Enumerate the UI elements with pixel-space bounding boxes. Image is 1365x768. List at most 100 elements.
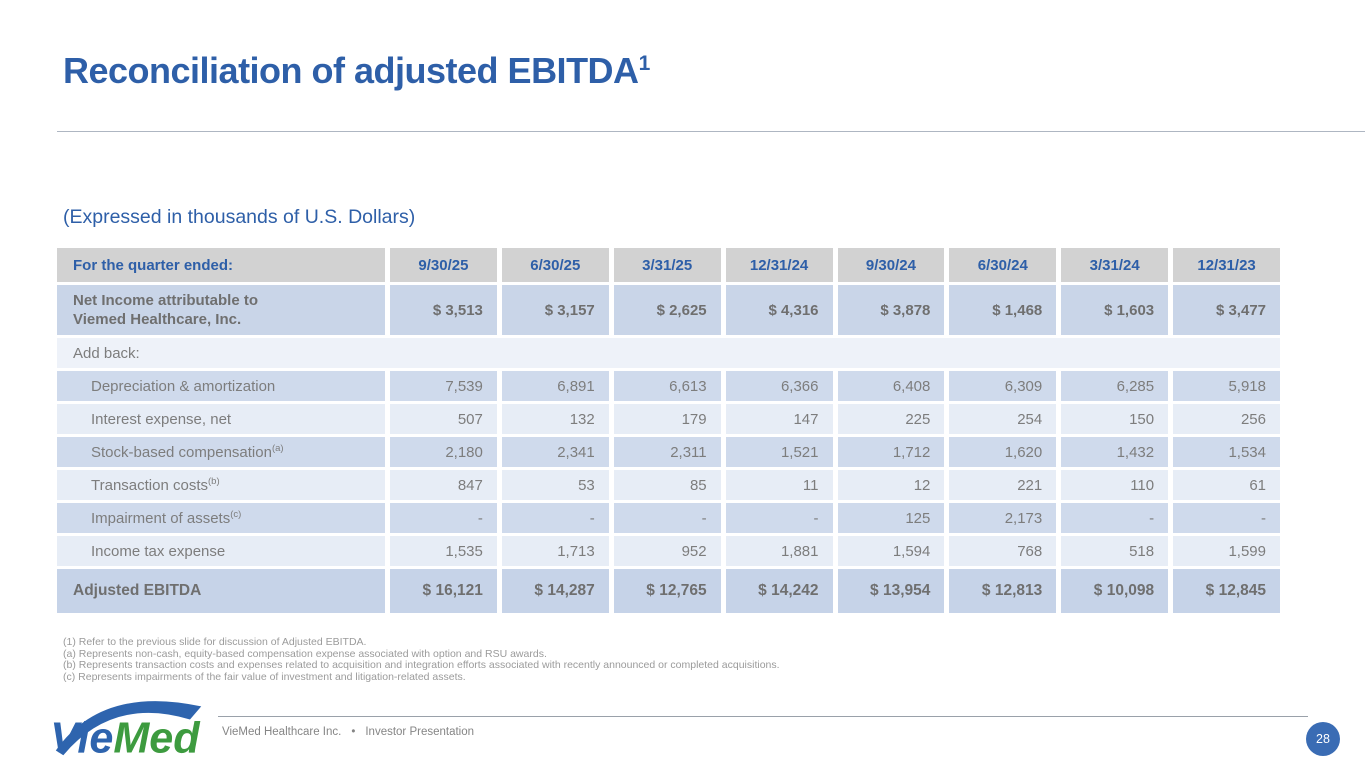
table-cell: 85 (613, 470, 721, 500)
table-cell: 1,713 (501, 536, 609, 566)
logo-swoosh (55, 701, 202, 756)
table-cell: 132 (501, 404, 609, 434)
table-cell: 6,285 (1061, 371, 1169, 401)
table-cell: 768 (949, 536, 1057, 566)
footnotes: (1) Refer to the previous slide for disc… (63, 636, 780, 683)
table-cell: 11 (725, 470, 833, 500)
transaction-costs-label: Transaction costs (91, 476, 208, 494)
transaction-costs-footnote-ref: (b) (208, 476, 220, 487)
table-cell: 847 (390, 470, 497, 500)
table-header-quarter: 6/30/25 (501, 248, 609, 282)
table-cell: $ 3,477 (1173, 285, 1280, 335)
table-cell: 1,521 (725, 437, 833, 467)
table-cell: - (725, 503, 833, 533)
table-cell: - (613, 503, 721, 533)
table-cell: $ 14,242 (725, 569, 833, 613)
table-header-label: For the quarter ended: (57, 248, 385, 282)
row-label-impairment: Impairment of assets (c) (57, 503, 385, 533)
footnote-line: (a) Represents non-cash, equity-based co… (63, 647, 547, 660)
table-header-quarter: 6/30/24 (949, 248, 1057, 282)
table-header-quarter: 12/31/23 (1173, 248, 1280, 282)
table-header-quarter: 12/31/24 (725, 248, 833, 282)
table-cell: 6,408 (837, 371, 945, 401)
footer-bullet: • (351, 726, 356, 738)
table-cell: 507 (390, 404, 497, 434)
footer-divider (218, 716, 1308, 717)
table-cell: $ 13,954 (837, 569, 945, 613)
table-cell: 7,539 (390, 371, 497, 401)
table-cell: 518 (1061, 536, 1169, 566)
page-number: 28 (1316, 732, 1330, 746)
footnote-line: (b) Represents transaction costs and exp… (63, 659, 780, 671)
table-cell: $ 1,468 (949, 285, 1057, 335)
table-cell: 5,918 (1173, 371, 1280, 401)
table-cell: 53 (501, 470, 609, 500)
table-cell: $ 12,813 (949, 569, 1057, 613)
table-header-quarter: 9/30/24 (837, 248, 945, 282)
table-cell: - (1061, 503, 1169, 533)
table-cell: 1,881 (725, 536, 833, 566)
table-cell: 1,534 (1173, 437, 1280, 467)
table-cell: 2,311 (613, 437, 721, 467)
footer-text: VieMed Healthcare Inc. • Investor Presenta… (222, 726, 474, 738)
ebitda-reconciliation-table: For the quarter ended: 9/30/25 6/30/25 3… (57, 248, 1280, 613)
table-cell: $ 10,098 (1061, 569, 1169, 613)
table-header-quarter: 3/31/24 (1061, 248, 1169, 282)
viemed-logo: VieMed (50, 692, 205, 768)
table-cell: 221 (949, 470, 1057, 500)
table-cell: 1,432 (1061, 437, 1169, 467)
net-income-label-line1: Net Income attributable to (73, 291, 259, 309)
row-label-stock-compensation: Stock-based compensation (a) (57, 437, 385, 467)
table-cell: 12 (837, 470, 945, 500)
table-cell: 952 (613, 536, 721, 566)
table-cell: 6,613 (613, 371, 721, 401)
table-cell: 254 (949, 404, 1057, 434)
row-label-depreciation: Depreciation & amortization (57, 371, 385, 401)
table-cell: 2,180 (390, 437, 497, 467)
table-cell: 2,173 (949, 503, 1057, 533)
table-cell: 1,535 (390, 536, 497, 566)
table-cell: $ 16,121 (390, 569, 497, 613)
table-cell: 179 (613, 404, 721, 434)
table-cell: $ 12,845 (1173, 569, 1280, 613)
table-header-quarter: 3/31/25 (613, 248, 721, 282)
impairment-label: Impairment of assets (91, 509, 231, 527)
table-cell: $ 12,765 (613, 569, 721, 613)
page-title: Reconciliation of adjusted EBITDA1 (63, 50, 650, 92)
footer-presentation: Investor Presentation (365, 726, 475, 738)
table-header-quarter: 9/30/25 (390, 248, 497, 282)
stock-comp-label: Stock-based compensation (91, 443, 272, 461)
table-cell: $ 3,878 (837, 285, 945, 335)
logo-text: VieMed (53, 714, 201, 762)
table-cell: $ 14,287 (501, 569, 609, 613)
table-cell: - (1173, 503, 1280, 533)
table-cell: 110 (1061, 470, 1169, 500)
table-cell: $ 2,625 (613, 285, 721, 335)
table-cell: 6,891 (501, 371, 609, 401)
table-cell: - (501, 503, 609, 533)
table-cell: 61 (1173, 470, 1280, 500)
table-cell: 150 (1061, 404, 1169, 434)
table-cell: 6,309 (949, 371, 1057, 401)
table-cell: 1,599 (1173, 536, 1280, 566)
footnote-line: (1) Refer to the previous slide for disc… (63, 636, 367, 648)
impairment-footnote-ref: (c) (230, 509, 242, 520)
table-cell: 147 (725, 404, 833, 434)
row-label-net-income: Net Income attributable to Viemed Health… (57, 285, 385, 335)
title-divider (57, 131, 1365, 132)
footnote-line: (c) Represents impairments of the fair v… (63, 670, 466, 683)
table-cell: - (390, 503, 497, 533)
row-label-transaction-costs: Transaction costs (b) (57, 470, 385, 500)
table-cell: $ 1,603 (1061, 285, 1169, 335)
row-label-adjusted-ebitda: Adjusted EBITDA (57, 569, 385, 613)
table-cell: $ 3,513 (390, 285, 497, 335)
page-number-badge: 28 (1306, 722, 1340, 756)
page-title-text: Reconciliation of adjusted EBITDA (63, 50, 639, 91)
table-cell: 1,712 (837, 437, 945, 467)
page-title-superscript: 1 (638, 52, 651, 75)
viemed-logo-graphic: VieMed (50, 701, 202, 762)
table-cell: $ 4,316 (725, 285, 833, 335)
table-cell: 6,366 (725, 371, 833, 401)
row-label-add-back: Add back: (57, 338, 1280, 368)
